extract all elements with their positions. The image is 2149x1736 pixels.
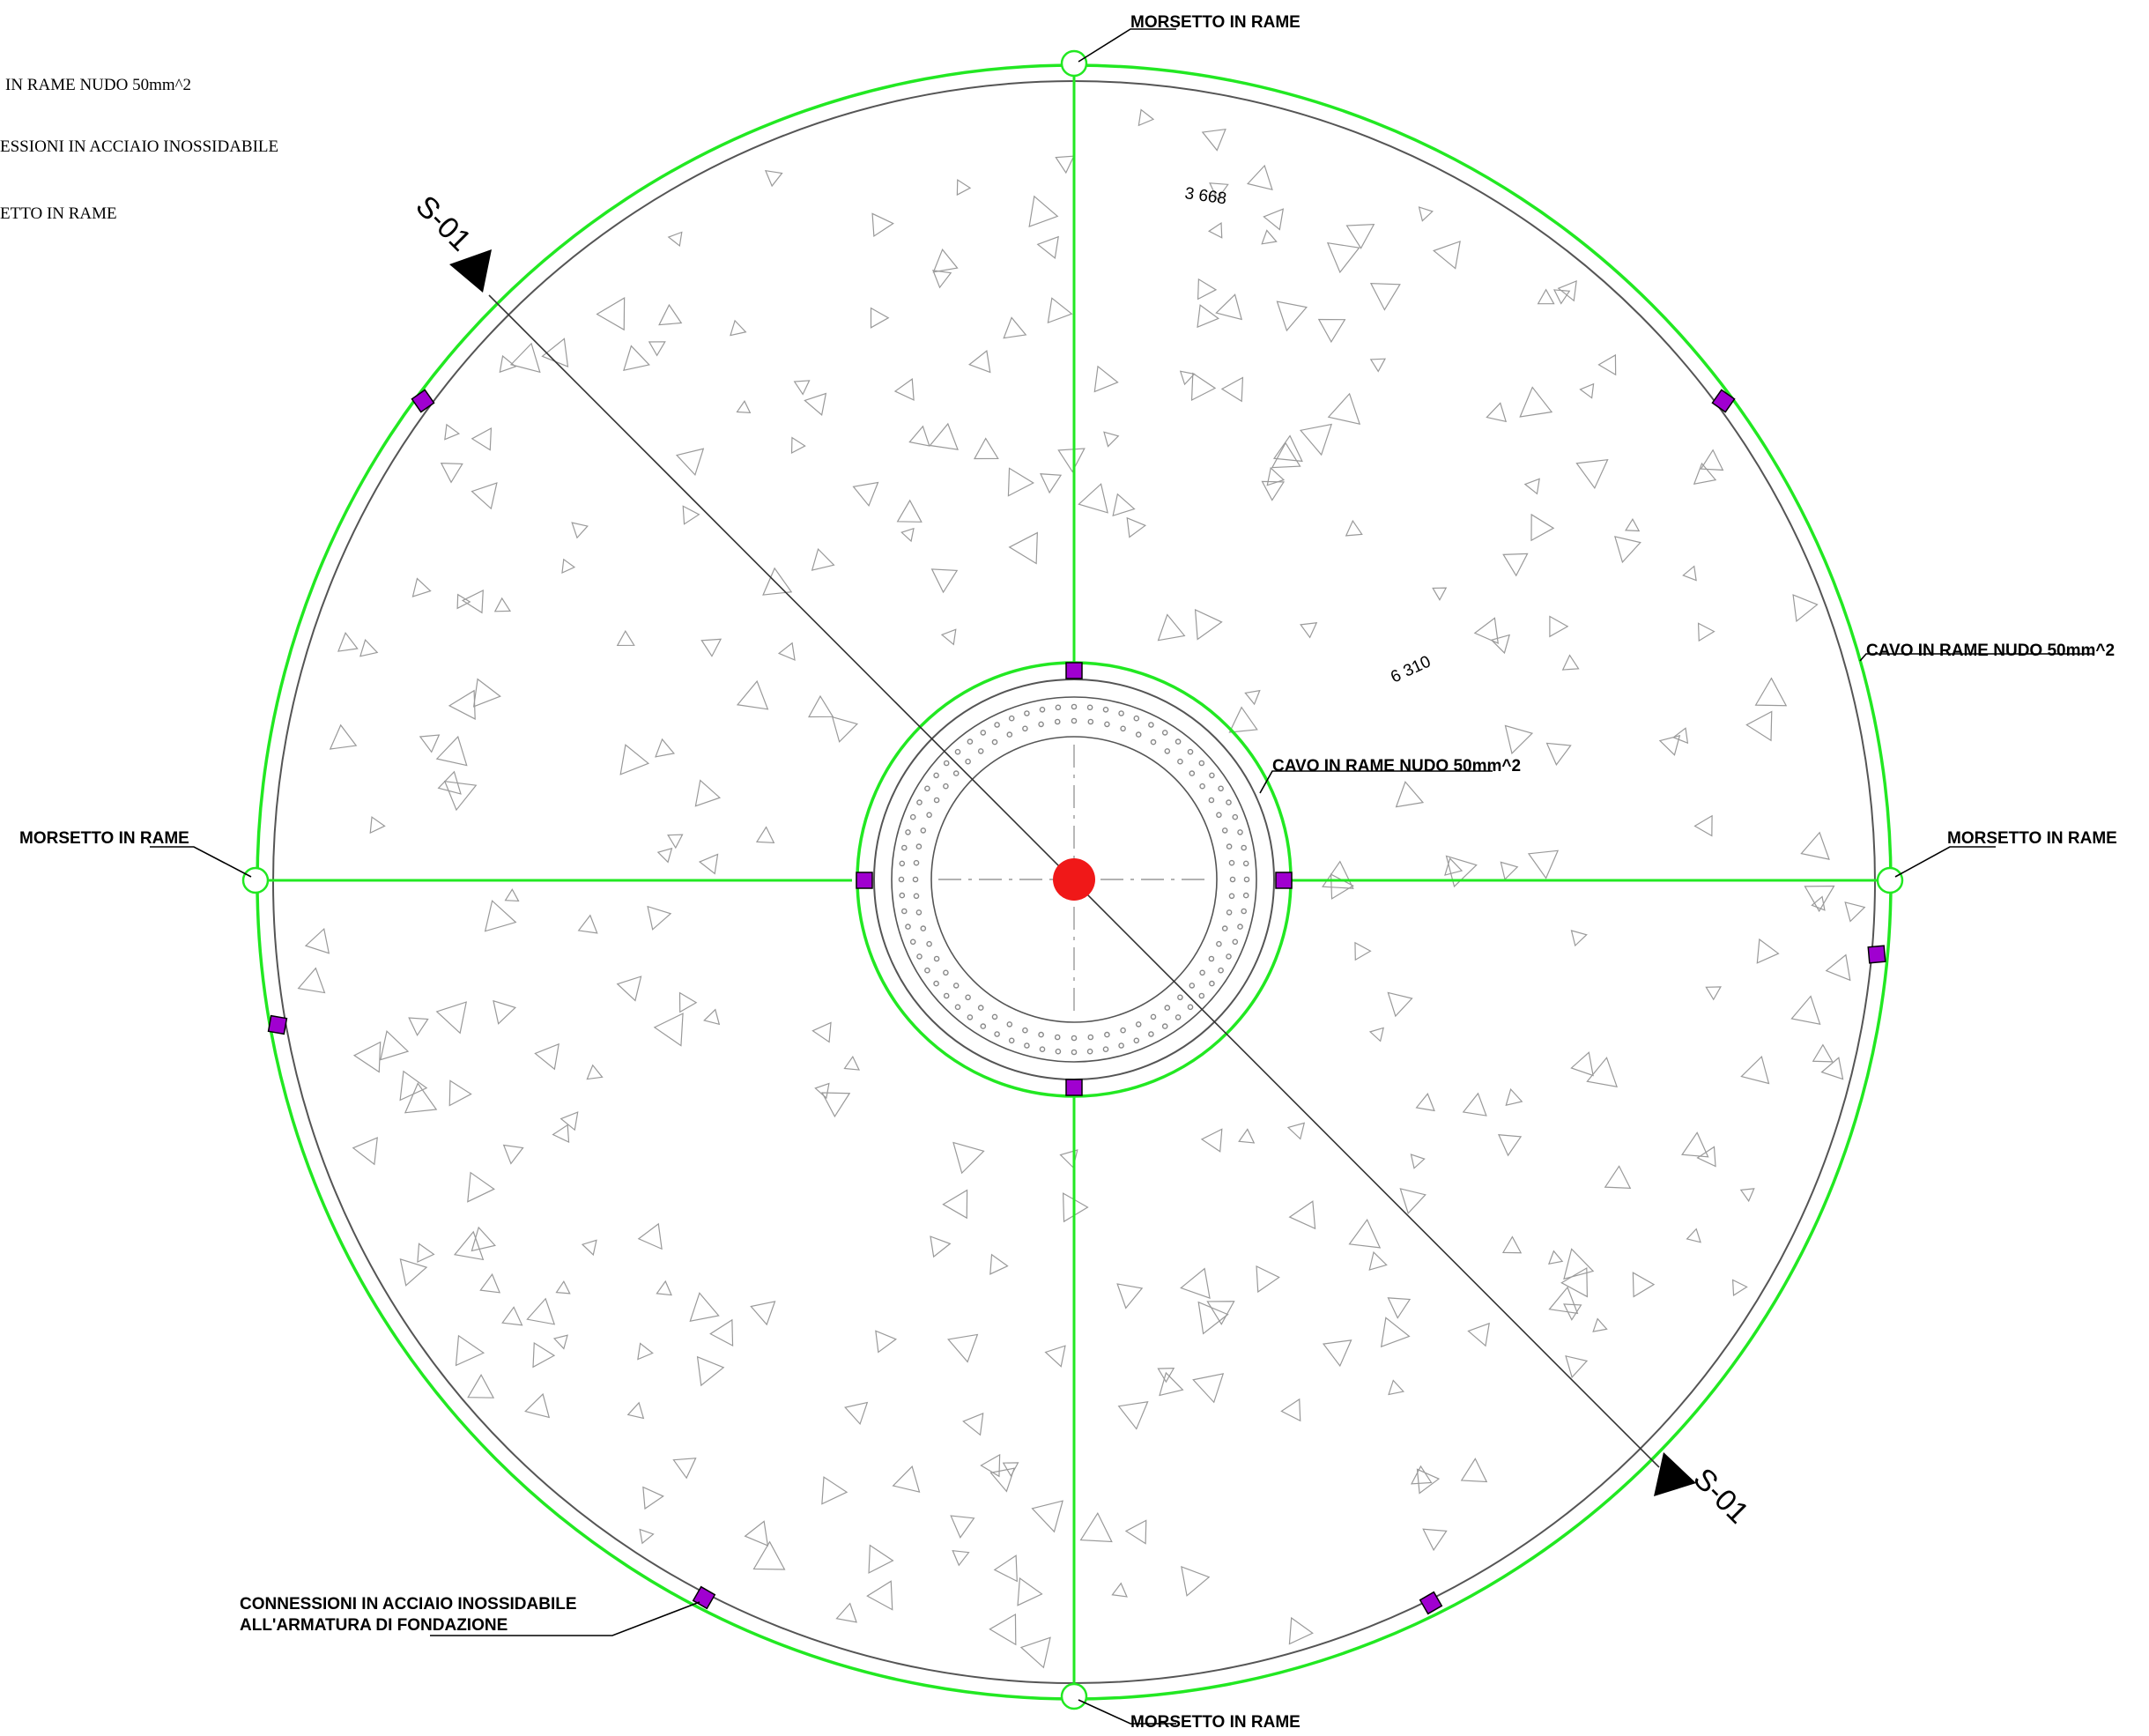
leader-lines bbox=[150, 29, 2093, 1724]
stainless-steel-connectors bbox=[269, 389, 1886, 1614]
callout-cable-inner: CAVO IN RAME NUDO 50mm^2 bbox=[1272, 757, 1521, 775]
callout-clamp-bottom: MORSETTO IN RAME bbox=[1130, 1713, 1301, 1732]
callout-clamp-right: MORSETTO IN RAME bbox=[1947, 829, 2117, 848]
center-marker bbox=[1053, 858, 1095, 901]
section-arrow-bottom bbox=[1654, 1452, 1696, 1496]
section-label-bottom: S-01 bbox=[1686, 1462, 1755, 1531]
callout-clamp-left: MORSETTO IN RAME bbox=[19, 829, 189, 848]
callout-clamp-top: MORSETTO IN RAME bbox=[1130, 13, 1301, 32]
dimension-radius-b: 6 310 bbox=[1388, 652, 1434, 686]
section-label-top: S-01 bbox=[409, 189, 478, 258]
callout-steel-connections-line1: CONNESSIONI IN ACCIAIO INOSSIDABILE bbox=[240, 1595, 577, 1614]
dimension-radius-a: 3 668 bbox=[1183, 184, 1227, 208]
callout-steel-connections-line2: ALL'ARMATURA DI FONDAZIONE bbox=[240, 1616, 508, 1635]
callout-cable-outer: CAVO IN RAME NUDO 50mm^2 bbox=[1866, 642, 2115, 660]
